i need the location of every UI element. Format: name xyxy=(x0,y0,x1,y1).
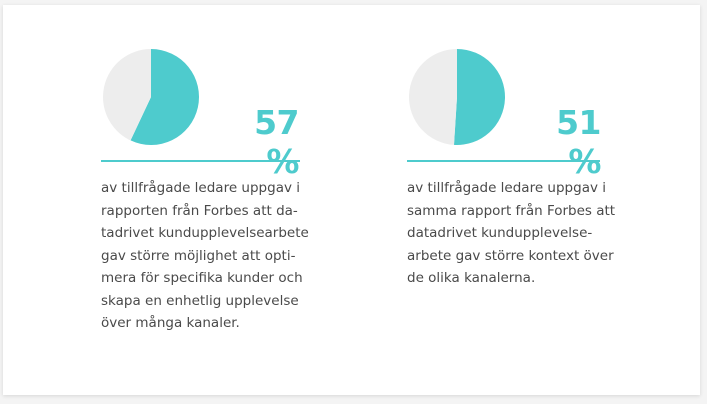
description-1: av tillfrågade ledare uppgav i rapporten… xyxy=(101,180,309,331)
pie-slice-rest xyxy=(102,49,151,141)
percent-label-1: 57 % xyxy=(254,103,299,181)
pie-svg xyxy=(409,49,506,145)
pie-slice-value xyxy=(130,49,199,145)
percent-label-2: 51 % xyxy=(556,103,601,181)
pie-chart-2 xyxy=(407,47,507,147)
pie-chart-1 xyxy=(101,47,201,147)
divider-2 xyxy=(407,160,600,162)
stats-card: 57 % av tillfrågade ledare uppgav i rapp… xyxy=(3,5,700,395)
divider-1 xyxy=(101,160,300,162)
pie-slice-value xyxy=(453,49,506,145)
pie-slice-rest xyxy=(409,49,457,145)
pie-svg xyxy=(102,49,199,145)
description-2: av tillfrågade ledare uppgav i samma rap… xyxy=(407,180,616,286)
